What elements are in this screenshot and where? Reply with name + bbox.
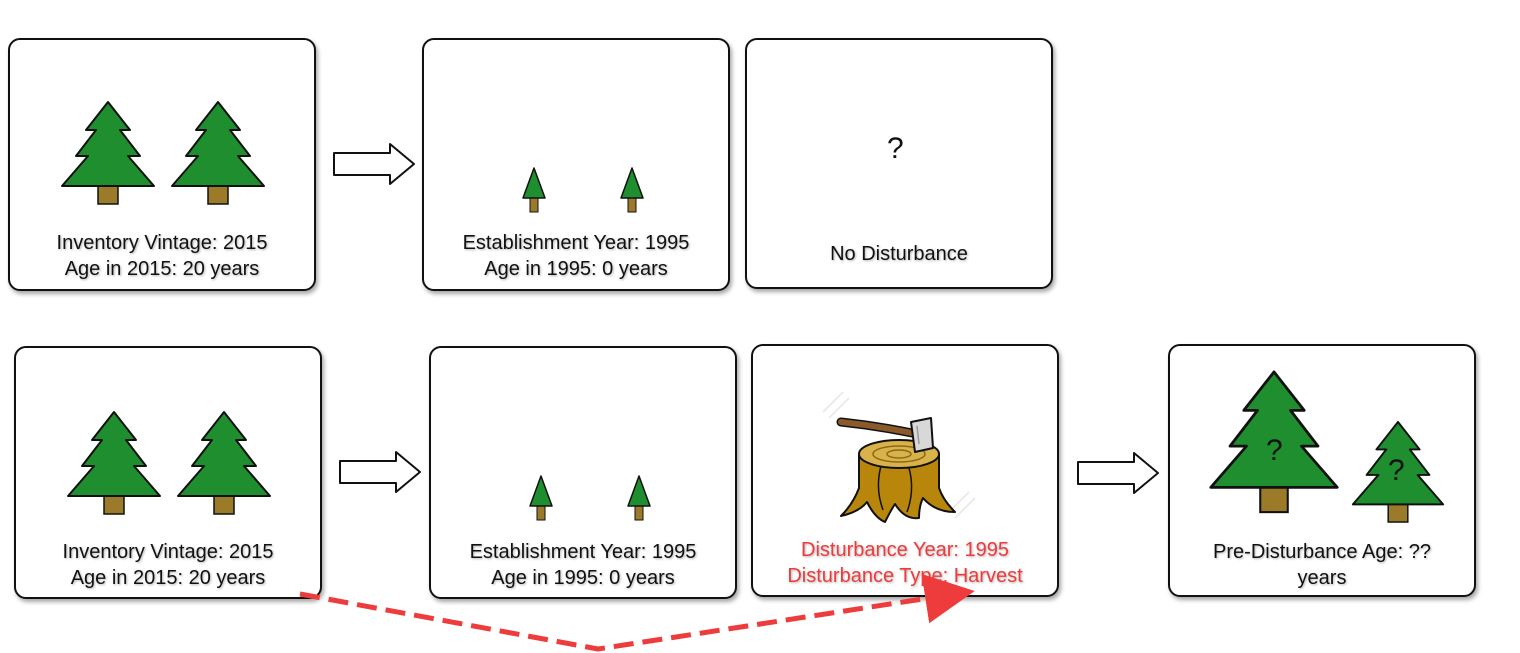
inventory-age-text: Age in 2015: 20 years bbox=[70, 567, 266, 589]
inventory-vintage-text: Inventory Vintage: 2015 bbox=[62, 541, 274, 563]
seedling-icon bbox=[522, 167, 546, 213]
pre-disturbance-age-text: Pre-Disturbance Age: ?? years bbox=[1213, 541, 1431, 589]
establishment-label: Establishment Year: 1995 Age in 1995: 0 … bbox=[424, 230, 728, 282]
seedling-icon bbox=[627, 475, 651, 521]
medium-tree-icon bbox=[1351, 420, 1445, 523]
large-tree-icon bbox=[171, 101, 265, 205]
establishment-year-text: Establishment Year: 1995 bbox=[462, 232, 690, 254]
row2-inventory-box: Inventory Vintage: 2015 Age in 2015: 20 … bbox=[14, 346, 322, 599]
large-tree-icon bbox=[67, 411, 161, 515]
row1-inventory-box: Inventory Vintage: 2015 Age in 2015: 20 … bbox=[8, 38, 316, 291]
right-arrow-icon bbox=[1077, 452, 1159, 494]
row2-establishment-box: Establishment Year: 1995 Age in 1995: 0 … bbox=[429, 346, 737, 599]
establishment-year-text: Establishment Year: 1995 bbox=[469, 541, 697, 563]
large-tree-icon bbox=[1209, 370, 1339, 514]
inventory-label: Inventory Vintage: 2015 Age in 2015: 20 … bbox=[10, 230, 314, 282]
row2-disturbance-box: Disturbance Year: 1995 Disturbance Type:… bbox=[751, 344, 1059, 597]
right-arrow-icon bbox=[333, 143, 415, 185]
seedling-icon bbox=[620, 167, 644, 213]
harvest-stump-axe-icon bbox=[822, 391, 976, 523]
disturbance-year-text: Disturbance Year: 1995 bbox=[801, 539, 1009, 561]
pre-disturbance-label: Pre-Disturbance Age: ?? years bbox=[1190, 539, 1454, 591]
establishment-age-text: Age in 1995: 0 years bbox=[484, 258, 668, 280]
inventory-age-text: Age in 2015: 20 years bbox=[64, 258, 260, 280]
row1-disturbance-box: ? No Disturbance bbox=[745, 38, 1053, 289]
large-tree-icon bbox=[61, 101, 155, 205]
unknown-age-mark-large: ? bbox=[1266, 434, 1283, 467]
inventory-label: Inventory Vintage: 2015 Age in 2015: 20 … bbox=[16, 539, 320, 591]
no-disturbance-label: No Disturbance bbox=[747, 241, 1051, 267]
unknown-disturbance-mark: ? bbox=[887, 132, 904, 165]
inventory-vintage-text: Inventory Vintage: 2015 bbox=[56, 232, 268, 254]
no-disturbance-text: No Disturbance bbox=[830, 243, 968, 265]
seedling-icon bbox=[529, 475, 553, 521]
unknown-age-mark-small: ? bbox=[1388, 454, 1405, 487]
row1-establishment-box: Establishment Year: 1995 Age in 1995: 0 … bbox=[422, 38, 730, 291]
establishment-label: Establishment Year: 1995 Age in 1995: 0 … bbox=[431, 539, 735, 591]
large-tree-icon bbox=[177, 411, 271, 515]
disturbance-label: Disturbance Year: 1995 Disturbance Type:… bbox=[753, 537, 1057, 589]
row2-pre-disturbance-box: ? ? Pre-Disturbance Age: ?? years bbox=[1168, 344, 1476, 597]
establishment-age-text: Age in 1995: 0 years bbox=[491, 567, 675, 589]
red-dashed-arrow bbox=[299, 573, 975, 652]
right-arrow-icon bbox=[339, 451, 421, 493]
